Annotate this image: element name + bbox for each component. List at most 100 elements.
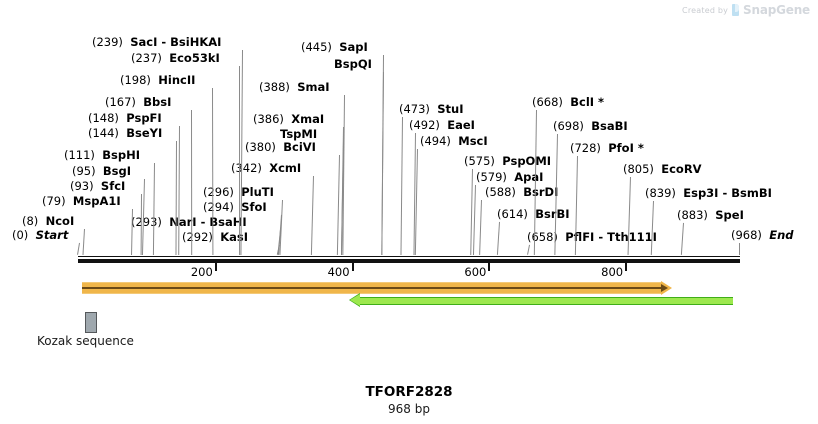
site-position: (0) <box>12 228 29 242</box>
site-label-hincii[interactable]: (198) HincII <box>120 74 195 87</box>
ruler-tick-400 <box>351 263 354 271</box>
snapgene-watermark: Created by SnapGene <box>682 3 810 17</box>
site-position: (239) <box>92 35 123 49</box>
site-position: (111) <box>64 148 95 162</box>
leader-line-stui <box>400 116 403 255</box>
site-label-eaei[interactable]: (492) EaeI <box>409 119 475 132</box>
site-label-esp3i-bsmbi[interactable]: (839) Esp3I - BsmBI <box>645 187 772 200</box>
site-enzyme-name: End <box>769 228 794 242</box>
leader-line-end <box>739 243 740 255</box>
site-position: (8) <box>22 214 39 228</box>
site-label-bseyi[interactable]: (144) BseYI <box>88 127 162 140</box>
site-label-pfoi[interactable]: (728) PfoI * <box>570 142 644 155</box>
site-name-separator: - <box>718 186 732 200</box>
site-position: (445) <box>301 40 332 54</box>
site-label-end[interactable]: (968) End <box>731 229 794 242</box>
site-label-apai[interactable]: (579) ApaI <box>476 171 543 184</box>
site-position: (148) <box>88 111 119 125</box>
site-enzyme-name: PfoI * <box>608 141 644 155</box>
site-enzyme-name: Eco53kI <box>169 51 220 65</box>
site-label-sfoi[interactable]: (294) SfoI <box>203 201 267 214</box>
site-enzyme-name: BbsI <box>143 95 172 109</box>
site-label-pflfi-tth111i[interactable]: (658) PflFI - Tth111I <box>527 231 657 244</box>
site-label-spei[interactable]: (883) SpeI <box>677 209 744 222</box>
leader-line-hincii <box>212 88 214 256</box>
site-label-ecorv[interactable]: (805) EcoRV <box>623 163 702 176</box>
site-enzyme-name: PluTI <box>241 185 274 199</box>
site-position: (95) <box>72 164 96 178</box>
site-label-msci[interactable]: (494) MscI <box>420 135 488 148</box>
site-label-xmai[interactable]: (386) XmaI <box>253 113 324 126</box>
leader-line-bsphi <box>152 162 155 255</box>
kozak-sequence-label: Kozak sequence <box>37 334 134 348</box>
ruler-thin-line <box>78 256 740 257</box>
site-label-bsgi[interactable]: (95) BsgI <box>72 165 131 178</box>
site-label-sfci[interactable]: (93) SfcI <box>70 180 125 193</box>
site-enzyme-name: NarI <box>169 215 197 229</box>
site-position: (614) <box>497 207 528 221</box>
site-label-bspqi[interactable]: BspQI <box>334 58 372 71</box>
map-title: TFORF2828 <box>365 384 453 400</box>
site-position: (473) <box>399 102 430 116</box>
site-label-bcli[interactable]: (668) BclI * <box>532 96 604 109</box>
site-label-eco53ki[interactable]: (237) Eco53kI <box>131 52 220 65</box>
watermark-brand-text: SnapGene <box>743 3 810 17</box>
site-enzyme-name: SapI <box>339 40 368 54</box>
site-label-ncoi[interactable]: (8) NcoI <box>22 215 74 228</box>
site-label-bsrdi[interactable]: (588) BsrDI <box>485 186 558 199</box>
site-label-bbsi[interactable]: (167) BbsI <box>105 96 171 109</box>
site-enzyme-name: Start <box>35 228 69 242</box>
site-position: (167) <box>105 95 136 109</box>
site-enzyme-name: BsrDI <box>523 185 559 199</box>
site-enzyme-name: SfcI <box>100 179 126 193</box>
site-label-stui[interactable]: (473) StuI <box>399 103 464 116</box>
leader-line-esp3i-bsmbi <box>650 200 654 255</box>
site-enzyme-name: PspFI <box>126 111 162 125</box>
site-enzyme-name: PspOMI <box>502 154 552 168</box>
leader-line-ncoi <box>82 228 85 255</box>
leader-line-apai <box>472 184 476 255</box>
site-enzyme-name: SacI <box>130 35 158 49</box>
site-label-start[interactable]: (0) Start <box>12 229 68 242</box>
site-label-sapi[interactable]: (445) SapI <box>301 41 368 54</box>
site-label-bcivi[interactable]: (380) BciVI <box>245 141 316 154</box>
site-label-tspmi[interactable]: TspMI <box>280 128 317 141</box>
site-position: (292) <box>182 230 213 244</box>
site-position: (294) <box>203 200 234 214</box>
site-label-mspa1i[interactable]: (79) MspA1I <box>42 195 121 208</box>
site-position: (386) <box>253 112 284 126</box>
site-position: (494) <box>420 134 451 148</box>
site-name-separator: - <box>196 215 210 229</box>
site-label-pspomi[interactable]: (575) PspOMI <box>464 155 551 168</box>
feature-feature-green-body[interactable] <box>359 297 733 305</box>
site-label-smai[interactable]: (388) SmaI <box>259 81 330 94</box>
site-enzyme-name: KasI <box>220 230 249 244</box>
leader-line-start <box>77 242 80 255</box>
site-enzyme-name: HincII <box>158 73 196 87</box>
site-label-pspfi[interactable]: (148) PspFI <box>88 112 162 125</box>
site-position: (144) <box>88 126 119 140</box>
site-label-bsabi[interactable]: (698) BsaBI <box>553 120 628 133</box>
site-position: (492) <box>409 118 440 132</box>
ruler-tick-label-800: 800 <box>601 265 624 279</box>
site-enzyme-name: Tth111I <box>607 230 657 244</box>
site-name-separator: - <box>157 35 171 49</box>
feature-orf-orange-arrowhead-core <box>661 284 668 292</box>
feature-orf-orange-core-line <box>82 287 663 289</box>
site-enzyme-name: ApaI <box>514 170 544 184</box>
leader-line-pspfi <box>178 125 180 255</box>
site-position: (380) <box>245 140 276 154</box>
site-label-bsrbi[interactable]: (614) BsrBI <box>497 208 570 221</box>
site-enzyme-name: XmaI <box>291 112 325 126</box>
site-enzyme-name: BsiHKAI <box>170 35 222 49</box>
site-label-pluti[interactable]: (296) PluTI <box>203 186 274 199</box>
site-enzyme-name: SpeI <box>715 208 744 222</box>
leader-line-pluti <box>279 199 283 255</box>
site-position: (342) <box>231 161 262 175</box>
site-label-xcmi[interactable]: (342) XcmI <box>231 162 301 175</box>
site-position: (198) <box>120 73 151 87</box>
site-label-bsphi[interactable]: (111) BspHI <box>64 149 140 162</box>
site-label-nari-bsahi[interactable]: (293) NarI - BsaHI <box>131 216 247 229</box>
leader-line-bsrdi <box>479 199 482 255</box>
site-label-saci-bsihkai[interactable]: (239) SacI - BsiHKAI <box>92 36 221 49</box>
